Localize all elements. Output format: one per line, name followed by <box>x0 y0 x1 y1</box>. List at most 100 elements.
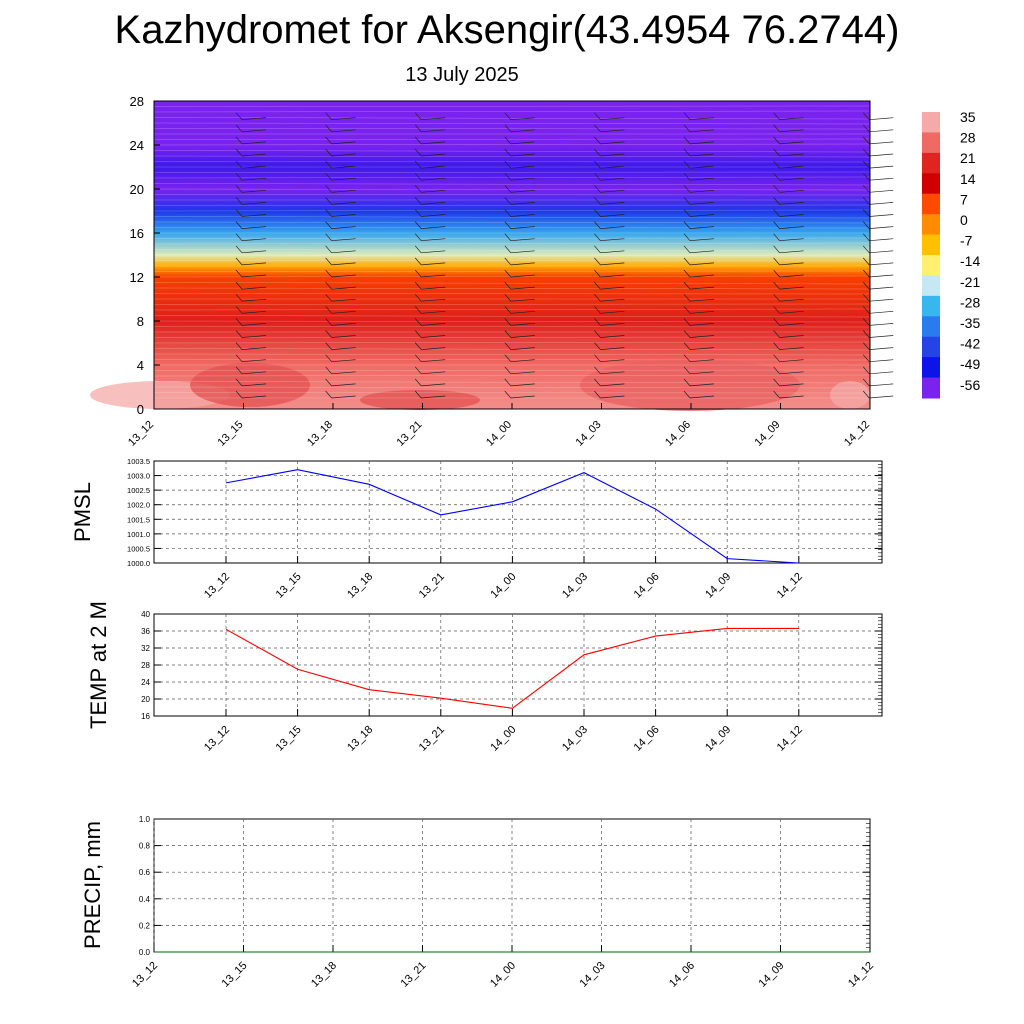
wind-barb <box>869 383 894 387</box>
y-tick-label: 1001.0 <box>127 530 150 539</box>
wind-barb <box>331 286 356 290</box>
wind-barb-flag <box>325 233 332 241</box>
wind-barb-flag <box>325 342 332 350</box>
colorbar-label: -7 <box>960 233 973 249</box>
surface-warm-contour <box>830 381 870 409</box>
wind-barb <box>241 298 267 302</box>
wind-barb <box>869 153 894 157</box>
wind-barb <box>779 262 804 266</box>
wind-barb <box>331 129 356 133</box>
wind-barb-flag <box>325 245 332 254</box>
chart-title: Kazhydromet for Aksengir(43.4954 76.2744… <box>114 8 900 52</box>
x-tick-label: 13_12 <box>130 960 160 990</box>
wind-barb <box>331 335 356 338</box>
x-tick-label: 14_00 <box>488 960 518 990</box>
colorbar-label: -35 <box>960 315 980 331</box>
contour-line <box>153 381 871 384</box>
wind-barb <box>779 189 804 193</box>
contour-line <box>153 188 871 191</box>
wind-barb <box>241 359 267 363</box>
wind-barb-flag <box>683 221 691 229</box>
wind-barb <box>869 335 894 338</box>
x-tick-label: 14_03 <box>560 571 590 601</box>
y-tick-label: 32 <box>141 644 150 653</box>
wind-barb-flag <box>325 112 332 120</box>
x-tick-label: 14_00 <box>484 419 514 449</box>
wind-barb <box>600 250 625 254</box>
colorbar-swatch <box>922 132 940 154</box>
wind-barb <box>241 395 267 399</box>
wind-barb <box>779 371 804 375</box>
wind-barb-flag <box>594 233 601 241</box>
wind-barb <box>331 189 356 193</box>
y-tick-label: 16 <box>130 226 144 241</box>
wind-barb <box>331 274 356 278</box>
wind-barb-flag <box>773 257 780 266</box>
colorbar-label: -49 <box>960 356 980 372</box>
contour-line <box>153 242 871 245</box>
x-tick-label: 13_21 <box>399 960 429 990</box>
wind-barb <box>241 383 267 387</box>
wind-barb <box>600 226 625 229</box>
wind-barb-flag <box>414 172 422 181</box>
wind-barb-flag <box>683 354 691 362</box>
wind-barb <box>421 395 446 399</box>
wind-barb-flag <box>235 366 243 375</box>
wind-barb-flag <box>683 269 691 278</box>
wind-barb <box>600 359 625 363</box>
colorbar-swatch <box>922 193 940 215</box>
wind-barb-flag <box>594 112 601 120</box>
wind-barb-flag <box>325 390 332 399</box>
contour-line <box>153 209 871 212</box>
y-tick-label: 4 <box>137 358 144 373</box>
wind-barb-flag <box>773 245 780 254</box>
wind-barb <box>869 395 894 399</box>
contour-line <box>153 254 871 257</box>
wind-barb-flag <box>862 378 870 387</box>
wind-barb <box>510 395 535 399</box>
wind-barb <box>600 202 625 205</box>
wind-barb-flag <box>683 148 691 157</box>
wind-barb-flag <box>504 112 512 120</box>
colorbar-label: -56 <box>960 377 980 393</box>
wind-barb <box>421 177 446 181</box>
wind-barb <box>241 262 267 266</box>
x-tick-label: 14_06 <box>632 571 662 601</box>
wind-barb <box>241 214 267 217</box>
wind-barb <box>869 129 894 133</box>
wind-barb <box>869 286 894 290</box>
wind-barb <box>779 238 804 242</box>
x-tick-label: 14_03 <box>578 960 608 990</box>
colorbar-swatch <box>922 152 940 174</box>
wind-barb-flag <box>683 293 691 302</box>
wind-barb <box>869 165 894 169</box>
wind-barb <box>421 262 446 266</box>
wind-barb-flag <box>235 172 243 181</box>
x-tick-label: 13_18 <box>345 571 375 601</box>
wind-barb-flag <box>862 354 870 362</box>
contour-line <box>153 194 871 196</box>
temperature-field <box>154 101 870 409</box>
wind-barb-flag <box>683 112 691 120</box>
y-tick-label: 0.8 <box>139 842 151 851</box>
wind-barb <box>779 129 804 133</box>
wind-barb <box>600 153 625 157</box>
wind-barb <box>331 347 356 350</box>
wind-barb-flag <box>325 124 332 133</box>
wind-barb-flag <box>235 136 243 145</box>
wind-barb <box>510 335 535 338</box>
wind-barb <box>689 226 715 229</box>
wind-barb <box>241 347 267 350</box>
wind-barb-flag <box>594 378 601 387</box>
wind-barb-flag <box>862 281 870 290</box>
y-tick-label: 12 <box>130 270 144 285</box>
surface-warm-contour <box>580 359 800 411</box>
wind-barb-flag <box>504 342 512 350</box>
wind-barb-flag <box>862 293 870 302</box>
wind-barb-flag <box>504 257 512 266</box>
wind-barb <box>600 395 625 399</box>
contour-line <box>153 216 871 219</box>
wind-barb-flag <box>683 136 691 145</box>
wind-barb-flag <box>683 318 691 326</box>
wind-barb <box>331 323 356 326</box>
